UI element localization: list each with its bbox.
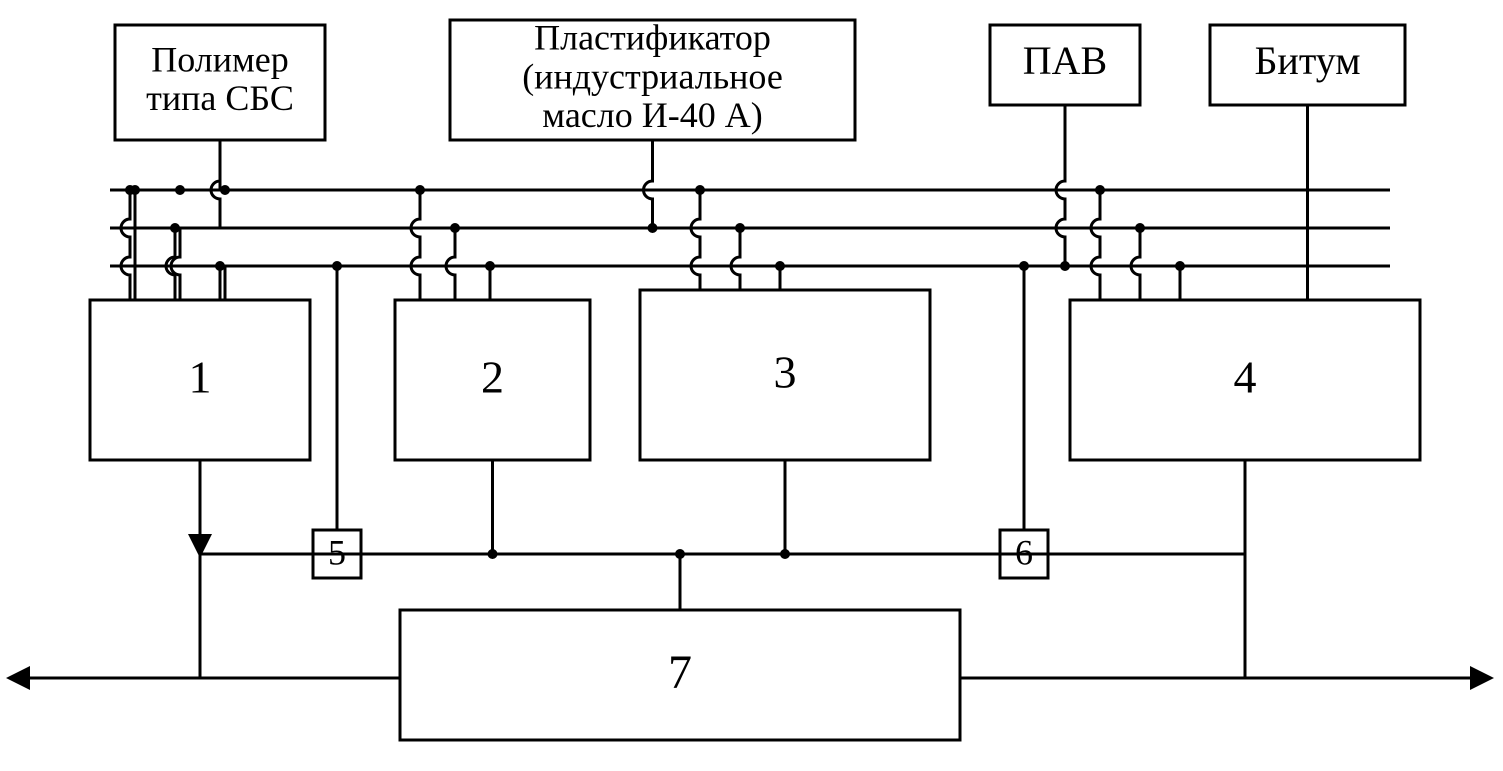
process-box-2: 2 — [395, 300, 590, 460]
process-box-1-label: 1 — [189, 352, 212, 403]
input-polymer-label: типа СБС — [146, 78, 294, 118]
process-box-1: 1 — [90, 300, 310, 460]
input-bitum-label: Битум — [1254, 38, 1360, 83]
process-box-4: 4 — [1070, 300, 1420, 460]
input-pav: ПАВ — [990, 25, 1140, 105]
input-plasticizer: Пластификатор(индустриальноемасло И-40 А… — [450, 17, 855, 140]
input-polymer: Полимертипа СБС — [115, 25, 325, 140]
input-plasticizer-label: (индустриальное — [522, 56, 783, 96]
process-box-7: 7 — [400, 610, 960, 740]
process-box-5-label: 5 — [328, 532, 346, 572]
input-bitum: Битум — [1210, 25, 1405, 105]
process-box-3: 3 — [640, 290, 930, 460]
input-polymer-label: Полимер — [151, 39, 289, 79]
process-box-2-label: 2 — [481, 352, 504, 403]
process-box-3-label: 3 — [774, 347, 797, 398]
process-box-7-label: 7 — [668, 646, 692, 699]
input-pav-label: ПАВ — [1023, 38, 1107, 83]
process-box-4-label: 4 — [1234, 352, 1257, 403]
process-box-6-label: 6 — [1015, 532, 1033, 572]
input-plasticizer-label: Пластификатор — [534, 17, 771, 57]
input-plasticizer-label: масло И-40 А) — [542, 95, 762, 135]
